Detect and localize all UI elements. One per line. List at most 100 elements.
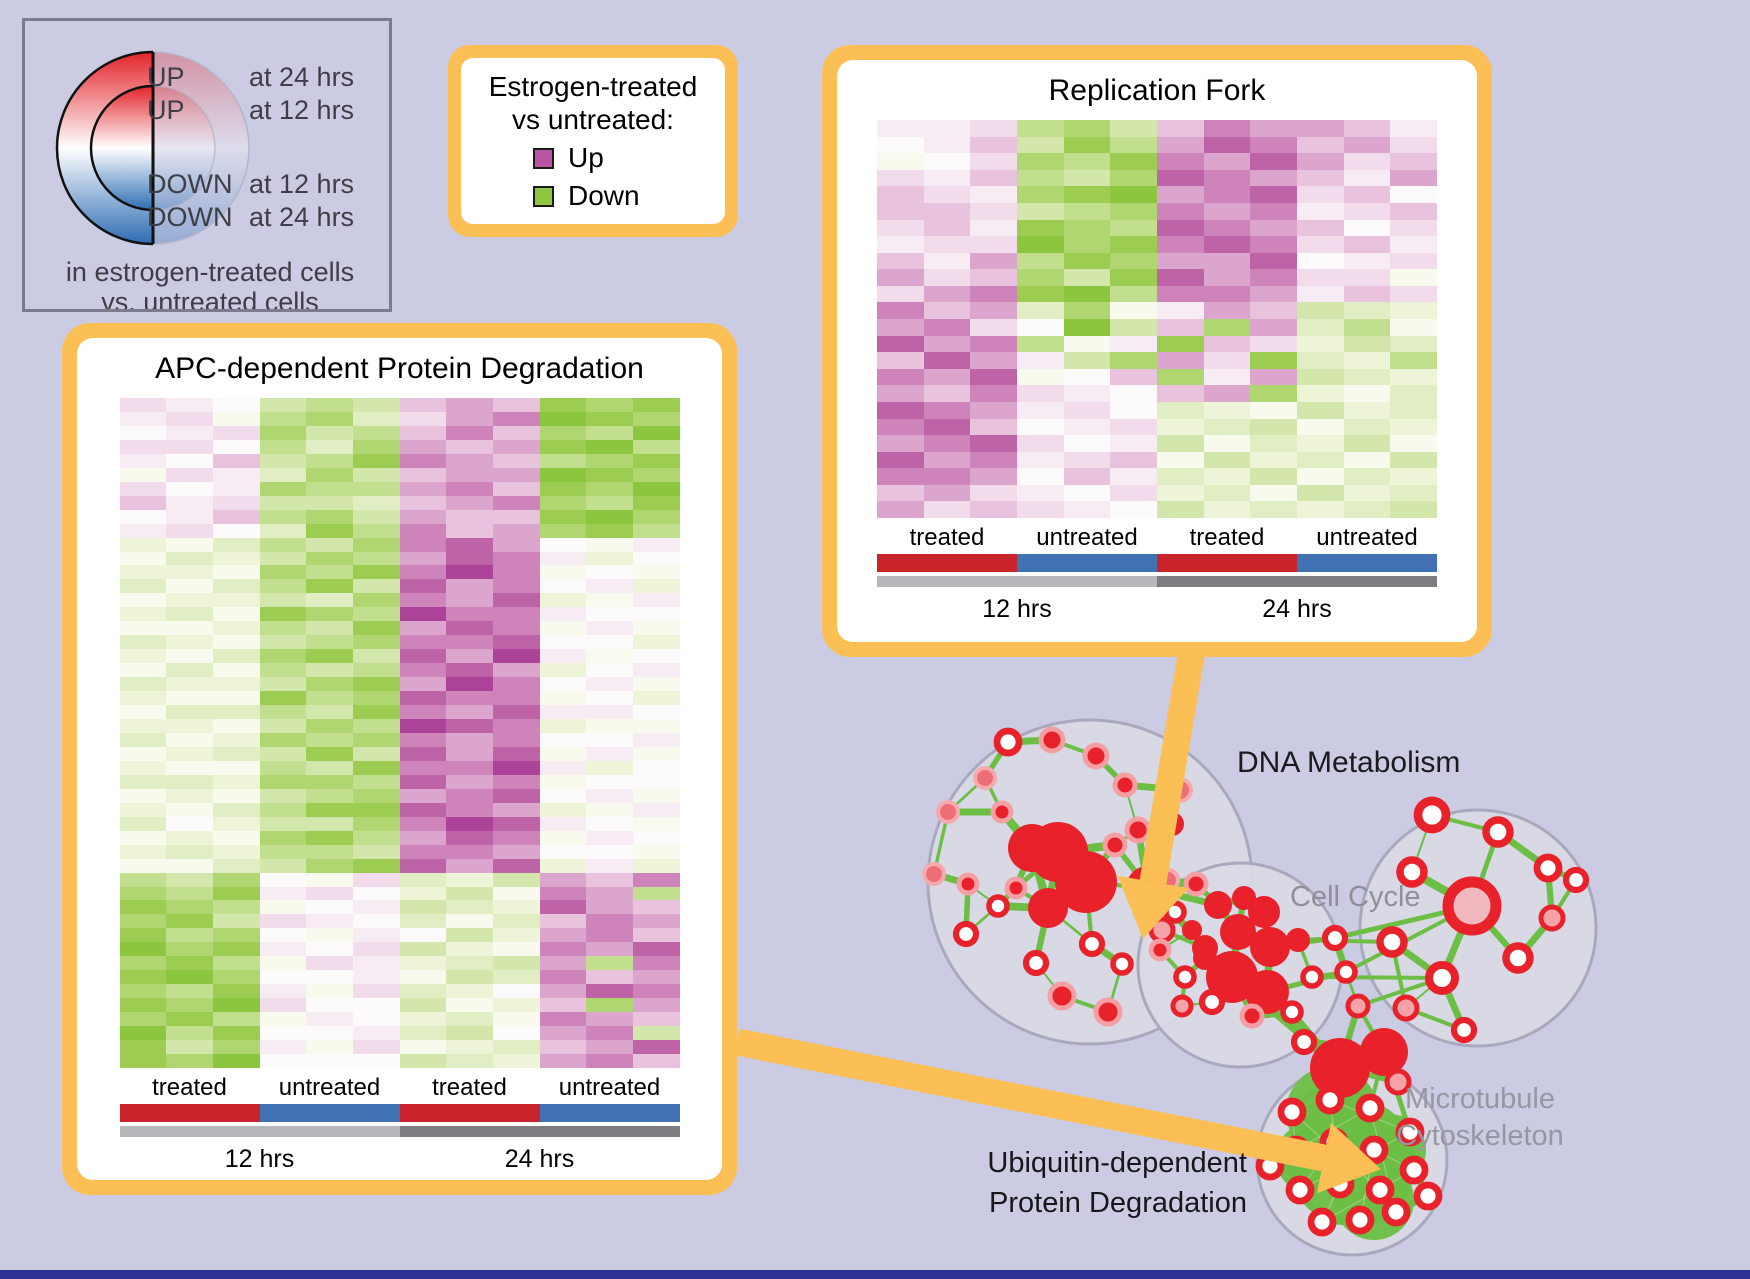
heatmap-cell (632, 998, 680, 1013)
heatmap-cell (1157, 153, 1204, 170)
heatmap-cell (492, 984, 540, 999)
heatmap-cell (877, 120, 924, 137)
heatmap-cell (212, 495, 260, 510)
heatmap-cell (399, 523, 447, 538)
heatmap-cell (352, 1026, 400, 1041)
heatmap-cell (1250, 219, 1297, 237)
heatmap-cell (970, 418, 1017, 436)
heatmap-cell (119, 872, 167, 887)
heatmap-cell (399, 1026, 447, 1041)
ring-legend-graphic: UP at 24 hrs UP at 12 hrs DOWN at 12 hrs… (55, 50, 354, 317)
heatmap-cell (259, 970, 307, 985)
group-label: treated (909, 524, 985, 551)
heatmap-cell (212, 746, 260, 761)
heatmap-cell (586, 691, 633, 706)
heatmap-cell (119, 411, 167, 426)
condition-bar-segment (539, 1104, 680, 1122)
network-node (1355, 1093, 1385, 1123)
heatmap-cell (1110, 269, 1157, 286)
group-label: treated (152, 1074, 227, 1101)
heatmap-cell (492, 635, 540, 650)
heatmap-cell (1343, 352, 1391, 369)
heatmap-cell (446, 942, 493, 957)
network-node (1112, 772, 1138, 798)
heatmap-cell (399, 970, 447, 985)
heatmap-cell (119, 900, 167, 915)
heatmap-cell (923, 385, 971, 402)
heatmap-cell (1157, 186, 1204, 203)
heatmap-cell (446, 635, 493, 650)
heatmap-cell (259, 537, 307, 552)
heatmap-cell (306, 788, 353, 803)
network-node (1345, 993, 1371, 1019)
heatmap-cell (1343, 418, 1391, 436)
heatmap-cell (306, 816, 353, 831)
heatmap-cell (970, 335, 1017, 353)
heatmap-cell (166, 984, 213, 999)
repfork-panel-title: Replication Fork (1048, 74, 1266, 107)
heatmap-cell (539, 830, 587, 845)
heatmap-cell (306, 565, 353, 580)
heatmap-cell (399, 635, 447, 650)
network-node (1232, 886, 1256, 910)
heatmap-cell (492, 872, 540, 887)
heatmap-cell (970, 186, 1017, 203)
heatmap-cell (352, 579, 400, 594)
heatmap-cell (923, 153, 971, 170)
heatmap-cell (1390, 385, 1437, 402)
heatmap-cell (877, 385, 924, 402)
heatmap-cell (877, 136, 924, 154)
heatmap-cell (632, 774, 680, 789)
heatmap-cell (166, 523, 213, 538)
heatmap-cell (259, 663, 307, 678)
heatmap-cell (1017, 385, 1064, 402)
heatmap-cell (259, 956, 307, 971)
heatmap-cell (632, 1040, 680, 1055)
heatmap-cell (586, 998, 633, 1013)
heatmap-cell (119, 956, 167, 971)
heatmap-cell (119, 481, 167, 496)
heatmap-cell (399, 705, 447, 720)
heatmap-cell (306, 579, 353, 594)
heatmap-cell (539, 914, 587, 929)
network-node (1102, 832, 1128, 858)
network-node (1307, 1207, 1337, 1237)
heatmap-cell (212, 900, 260, 915)
heatmap-cell (632, 579, 680, 594)
heatmap-cell (352, 705, 400, 720)
heatmap-cell (119, 593, 167, 608)
network-node (1392, 994, 1420, 1022)
heatmap-cell (1110, 451, 1157, 469)
heatmap-cell (119, 649, 167, 664)
heatmap-cell (970, 484, 1017, 502)
ring-right-half (153, 51, 250, 245)
heatmap-cell (632, 537, 680, 552)
heatmap-cell (539, 607, 587, 622)
network-node (1078, 930, 1106, 958)
heatmap-cell (306, 621, 353, 636)
heatmap-cell (352, 677, 400, 692)
heatmap-cell (539, 1012, 587, 1027)
heatmap-cell (1297, 468, 1344, 485)
heatmap-cell (306, 984, 353, 999)
heatmap-cell (259, 900, 307, 915)
heatmap-cell (586, 886, 633, 901)
heatmap-cell (1017, 269, 1064, 286)
heatmap-cell (1390, 401, 1437, 419)
heatmap-cell (352, 872, 400, 887)
legend-row-up: Up (533, 142, 653, 174)
heatmap-cell (352, 760, 400, 775)
heatmap-cell (166, 425, 213, 440)
heatmap-cell (166, 509, 213, 524)
heatmap-cell (1297, 219, 1344, 237)
legend-row-down: Down (533, 180, 653, 212)
heatmap-cell (212, 481, 260, 496)
heatmap-cell (166, 607, 213, 622)
heatmap-cell (492, 746, 540, 761)
heatmap-cell (632, 928, 680, 943)
heatmap-cell (970, 435, 1017, 452)
heatmap-cell (1250, 285, 1297, 303)
heatmap-cell (539, 439, 587, 454)
heatmap-cell (259, 914, 307, 929)
heatmap-cell (352, 928, 400, 943)
